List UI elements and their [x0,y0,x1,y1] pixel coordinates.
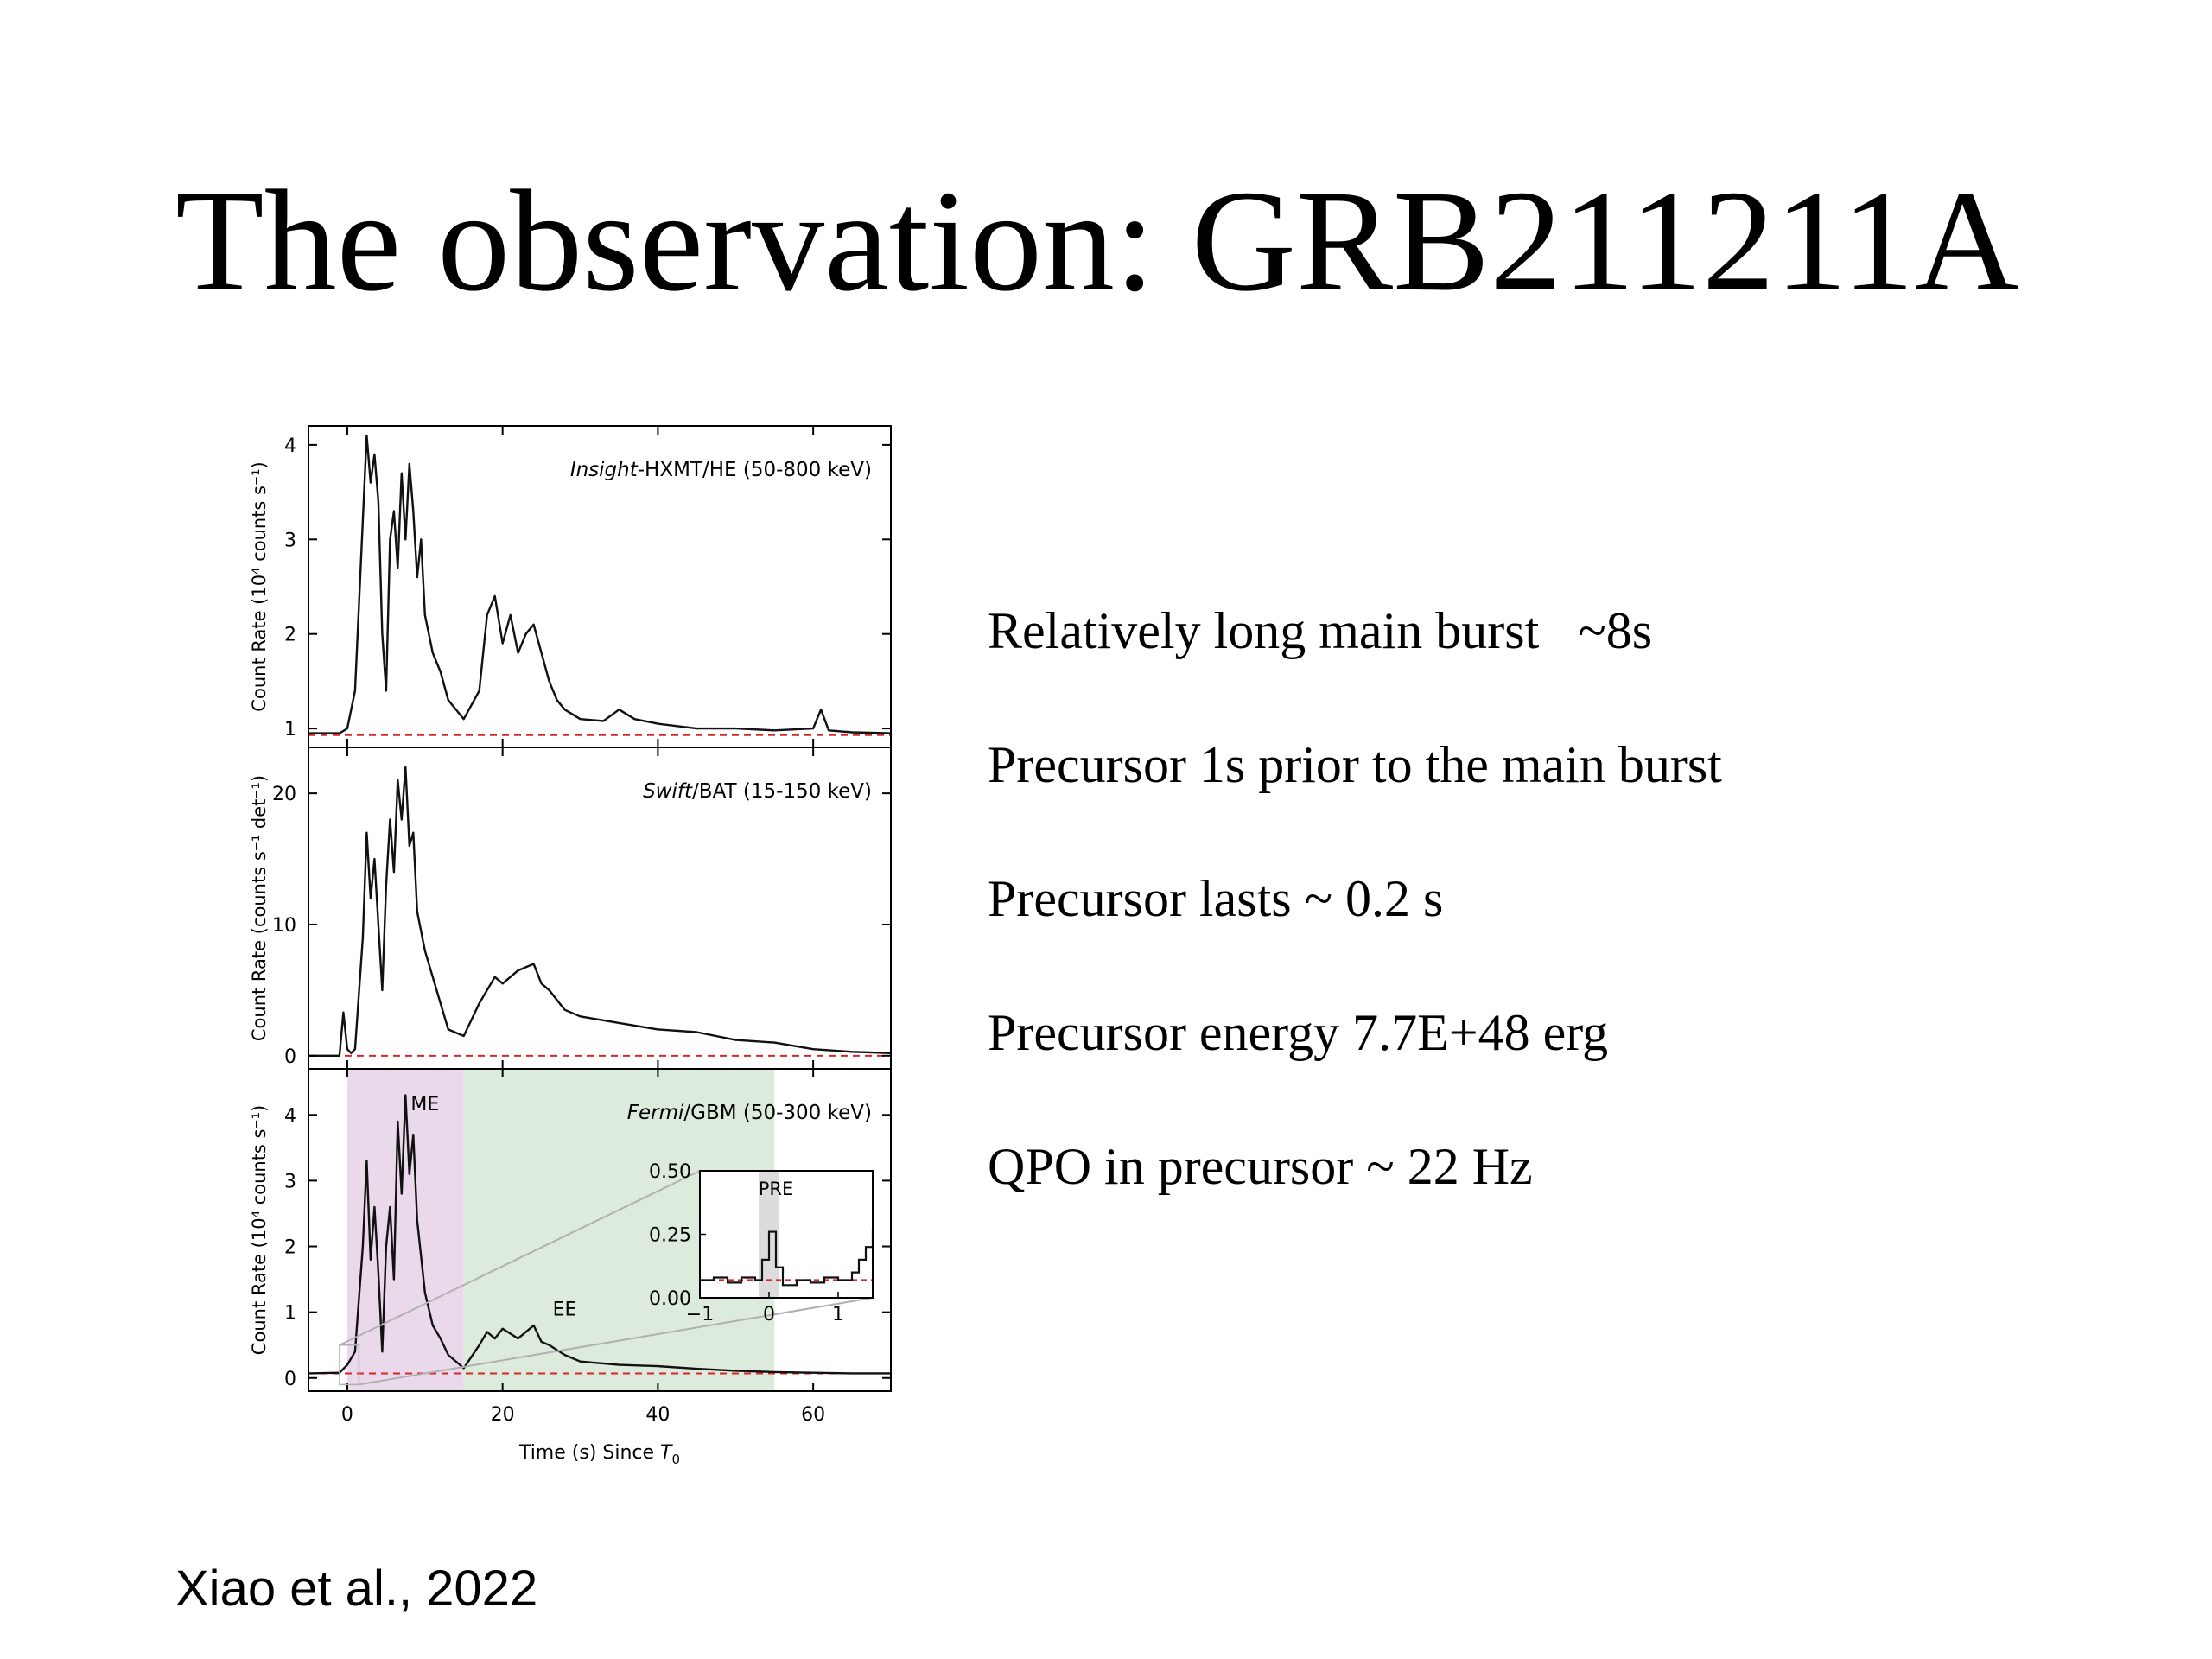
bullet-precursor-timing: Precursor 1s prior to the main burst [988,736,1722,793]
instrument-label: Fermi/GBM (50-300 keV) [627,1102,872,1124]
panel-frame [308,1068,892,1392]
region-label-me: ME [410,1094,439,1116]
zoom-box [339,1344,360,1386]
y-axis-label: Count Rate (10⁴ counts s⁻¹) [249,461,270,711]
instrument-label-italic: Insight [570,459,639,481]
y-tick-label: 4 [284,1105,296,1127]
inset-curve [700,1229,874,1287]
inset-x-tick-label: −1 [686,1304,714,1325]
y-tick-label: 2 [284,625,296,646]
inset-connector-upper [339,1170,701,1346]
light-curve [308,434,892,734]
y-tick-label: 0 [284,1046,296,1068]
x-axis-label-symbol: T [660,1442,673,1464]
light-curve [308,1094,891,1375]
x-tick-label: 0 [341,1404,353,1426]
y-tick-label: 0 [284,1369,296,1390]
y-tick-label: 4 [284,435,296,457]
bullet-list: Relatively long main burst ~8s Precursor… [988,605,1722,1274]
y-axis-label: Count Rate (10⁴ counts s⁻¹) [249,1105,270,1355]
inset-y-tick-label: 0.00 [649,1288,691,1310]
instrument-label-italic: Swift [643,780,693,803]
x-axis-label: Time (s) Since T0 [518,1442,680,1467]
instrument-label-rest: /GBM (50-300 keV) [683,1102,872,1124]
y-tick-label: 2 [284,1237,296,1259]
bullet-main-burst: Relatively long main burst ~8s [988,602,1653,659]
instrument-label-rest: -HXMT/HE (50-800 keV) [638,459,872,481]
light-curve [308,766,892,1058]
inset-precursor: 0.00 0.25 0.50 −1 0 1 PRE [339,1161,874,1386]
inset-y-tick-label: 0.25 [649,1225,691,1247]
panel-top: 1 2 3 4 Count Rate (10⁴ counts s⁻¹) Insight-H… [249,425,892,748]
x-tick-label: 40 [645,1404,670,1426]
bullet-precursor-energy: Precursor energy 7.7E+48 erg [988,1004,1609,1061]
y-tick-label: 3 [284,530,296,551]
x-axis-label-prefix: Time (s) Since [518,1442,660,1464]
y-tick-label: 1 [284,1303,296,1325]
region-me [346,1069,464,1391]
x-tick-label: 60 [801,1404,825,1426]
slide-title: The observation: GRB211211A [175,161,2019,321]
y-tick-label: 1 [284,719,296,741]
instrument-label-rest: /BAT (15-150 keV) [692,780,872,803]
inset-y-tick-label: 0.50 [649,1161,691,1183]
bullet-precursor-duration: Precursor lasts ~ 0.2 s [988,870,1444,927]
bullet-qpo: QPO in precursor ~ 22 Hz [988,1138,1533,1195]
inset-background [700,1171,873,1298]
citation: Xiao et al., 2022 [175,1560,538,1617]
inset-x-tick-label: 0 [763,1304,775,1325]
y-tick-label: 10 [272,915,296,937]
y-tick-label: 20 [272,784,296,805]
instrument-label: Insight-HXMT/HE (50-800 keV) [570,459,872,481]
x-tick-label: 20 [491,1404,515,1426]
region-label-ee: EE [553,1299,577,1320]
y-tick-label: 3 [284,1171,296,1192]
x-axis-label-subscript: 0 [672,1452,681,1467]
inset-x-tick-label: 1 [832,1304,844,1325]
instrument-label: Swift/BAT (15-150 keV) [643,780,872,803]
inset-label-pre: PRE [759,1179,794,1199]
inset-connector-lower [359,1297,874,1386]
instrument-label-italic: Fermi [627,1102,684,1124]
y-axis-label: Count Rate (counts s⁻¹ det⁻¹) [249,775,270,1041]
